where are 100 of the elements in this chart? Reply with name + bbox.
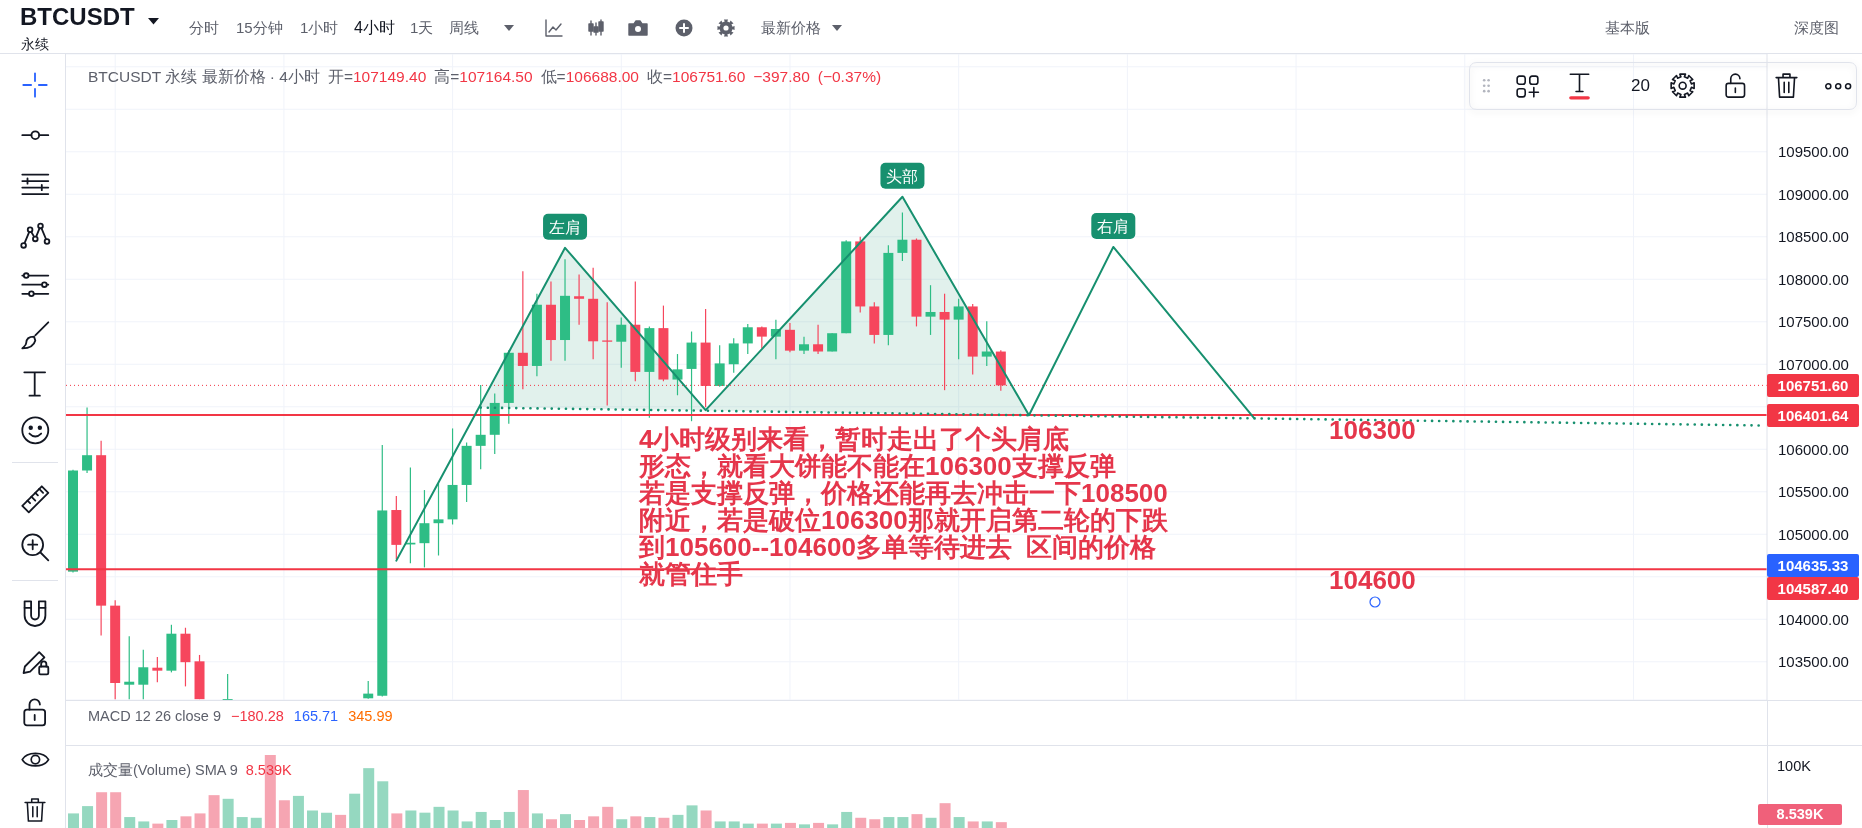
bar (967, 821, 979, 828)
text: 104635.33 (1767, 553, 1859, 577)
candlestick (714, 344, 725, 388)
bar (321, 812, 333, 828)
candlestick (82, 407, 93, 474)
bar (672, 814, 684, 828)
candlestick (897, 211, 908, 262)
bar (236, 817, 248, 828)
candlestick (138, 649, 149, 700)
bar (489, 819, 501, 828)
bar (433, 806, 445, 828)
text: 深度图 (1794, 18, 1839, 38)
bar (349, 793, 361, 828)
text: 开=107149.40 高=107164.50 低=106688.00 收=106751.60 −397.80 (−0.37%) (327, 68, 882, 85)
candlestick (419, 489, 430, 568)
candlestick (813, 324, 824, 355)
candlestick (475, 384, 486, 470)
y-tick-label: 106000.00 (1778, 440, 1849, 458)
y-tick-label: 105500.00 (1778, 483, 1849, 501)
candlestick (953, 298, 964, 360)
bar (602, 806, 614, 828)
data-label: 右肩 (1097, 217, 1130, 235)
bar (827, 824, 839, 828)
ref-line-label: 106751.60 (1767, 373, 1859, 397)
candlestick (616, 316, 627, 369)
candlestick (124, 635, 135, 700)
bar (813, 822, 825, 828)
bar (995, 822, 1007, 828)
text: 周线 (449, 18, 479, 38)
text: 165.71 (293, 708, 339, 724)
bar (883, 817, 895, 828)
bar (138, 821, 150, 828)
bar (391, 813, 403, 828)
bar (939, 803, 951, 828)
bar (756, 823, 768, 828)
candlestick (827, 332, 838, 353)
bar (306, 810, 318, 828)
bar (377, 781, 389, 828)
text: 分时 (189, 18, 219, 38)
bar (475, 811, 487, 828)
bar (953, 817, 965, 828)
candlestick (742, 323, 753, 355)
annotation: 104600 (1329, 565, 1416, 596)
bar (616, 819, 628, 828)
bar (208, 795, 220, 828)
bar (222, 798, 234, 828)
bar (630, 816, 642, 828)
bar (742, 823, 754, 828)
bar (503, 811, 515, 828)
text: 4小时 (354, 18, 395, 38)
bar (658, 817, 670, 828)
y-tick-label: 107000.00 (1778, 355, 1849, 373)
bar (517, 790, 529, 828)
text: −180.28 (230, 708, 284, 724)
text: 345.99 (348, 708, 393, 724)
candlestick (728, 337, 739, 374)
bar (292, 795, 304, 828)
bar (728, 821, 740, 828)
bar (166, 819, 178, 828)
bar (278, 800, 290, 828)
candlestick (756, 325, 767, 350)
candlestick (152, 656, 163, 683)
text: 100K (1777, 757, 1811, 775)
y-tick-label: 109500.00 (1778, 143, 1849, 161)
bar (110, 792, 122, 828)
candlestick (939, 293, 950, 391)
y-tick-label: 107500.00 (1778, 313, 1849, 331)
bar (714, 821, 726, 828)
bar (180, 816, 192, 828)
y-tick-label: 103500.00 (1778, 653, 1849, 671)
candlestick (799, 336, 810, 355)
candlestick (784, 322, 795, 353)
y-tick-label: 108500.00 (1778, 228, 1849, 246)
y-tick-label: 109000.00 (1778, 185, 1849, 203)
bar (700, 810, 712, 828)
bar (82, 806, 94, 828)
bar (855, 817, 867, 828)
ref-line-label: 106401.64 (1767, 403, 1859, 427)
bar (799, 824, 811, 828)
bar (784, 822, 796, 828)
annotation: 4小时级别来看，暂时走出了个头肩底 (639, 424, 1070, 454)
text: BTCUSDT 永续 最新价格 · 4小时 (88, 68, 320, 85)
bar (560, 814, 572, 828)
data-label: 左肩 (549, 218, 582, 236)
text: 15分钟 (236, 18, 283, 38)
candlestick (925, 284, 936, 336)
bar (124, 817, 136, 828)
text: 最新价格 (761, 18, 821, 38)
ref-line-label: 104587.40 (1767, 576, 1859, 600)
bar (531, 813, 543, 828)
y-tick-label: 104000.00 (1778, 610, 1849, 628)
bar (574, 819, 586, 828)
bar (897, 817, 909, 828)
bar (644, 817, 656, 828)
text: 成交量(Volume) SMA 9 (88, 762, 238, 778)
candlestick (574, 273, 585, 326)
bar (419, 812, 431, 828)
bar (405, 810, 417, 828)
annotation: 20 (1631, 76, 1650, 96)
text: BTCUSDT (20, 3, 135, 31)
